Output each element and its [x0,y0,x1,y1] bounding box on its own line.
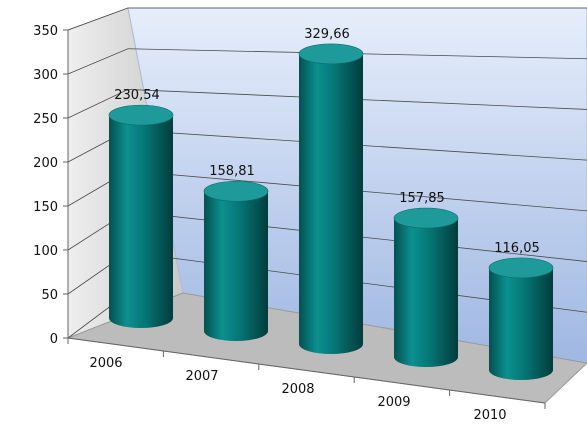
bar-2008 [299,53,363,354]
y-tick-label: 250 [33,112,58,127]
x-tick-label: 2009 [377,395,410,410]
bar-2010 [489,267,553,380]
y-tick-label: 150 [33,200,58,215]
gridline-side [67,7,129,31]
bar-2009 [394,218,458,367]
y-tick-label: 50 [41,288,58,303]
y-tick-label: 100 [33,244,58,259]
y-tick-label: 0 [50,332,58,347]
bars: 230,54 158,81 329,66 157,85 116,05 [108,27,554,380]
y-axis: 0 50 100 150 200 250 300 350 [33,24,68,347]
data-label-2006: 230,54 [114,88,160,103]
data-label-2007: 158,81 [209,164,255,179]
data-label-2010: 116,05 [494,241,540,256]
x-tick-label: 2010 [473,408,506,423]
gridline-side [67,89,129,119]
bar-2007 [204,191,268,341]
y-tick-label: 350 [33,24,58,39]
x-tick-label: 2008 [281,382,314,397]
bar-top-2006 [108,104,174,126]
bar-top-2009 [393,207,459,229]
gridline-side [67,48,129,75]
y-tick-label: 200 [33,156,58,171]
bar-top-2007 [203,180,269,202]
bar-2006 [109,115,173,328]
y-tick-label: 300 [33,68,58,83]
data-label-2008: 329,66 [304,27,350,42]
x-axis-line [67,337,546,404]
bar-top-2008 [298,43,364,65]
x-tick-label: 2006 [89,356,122,371]
x-tick-label: 2007 [185,369,218,384]
x-axis: 2006 2007 2008 2009 2010 [67,338,546,423]
data-label-2009: 157,85 [399,191,445,206]
bar-top-2010 [488,257,554,279]
